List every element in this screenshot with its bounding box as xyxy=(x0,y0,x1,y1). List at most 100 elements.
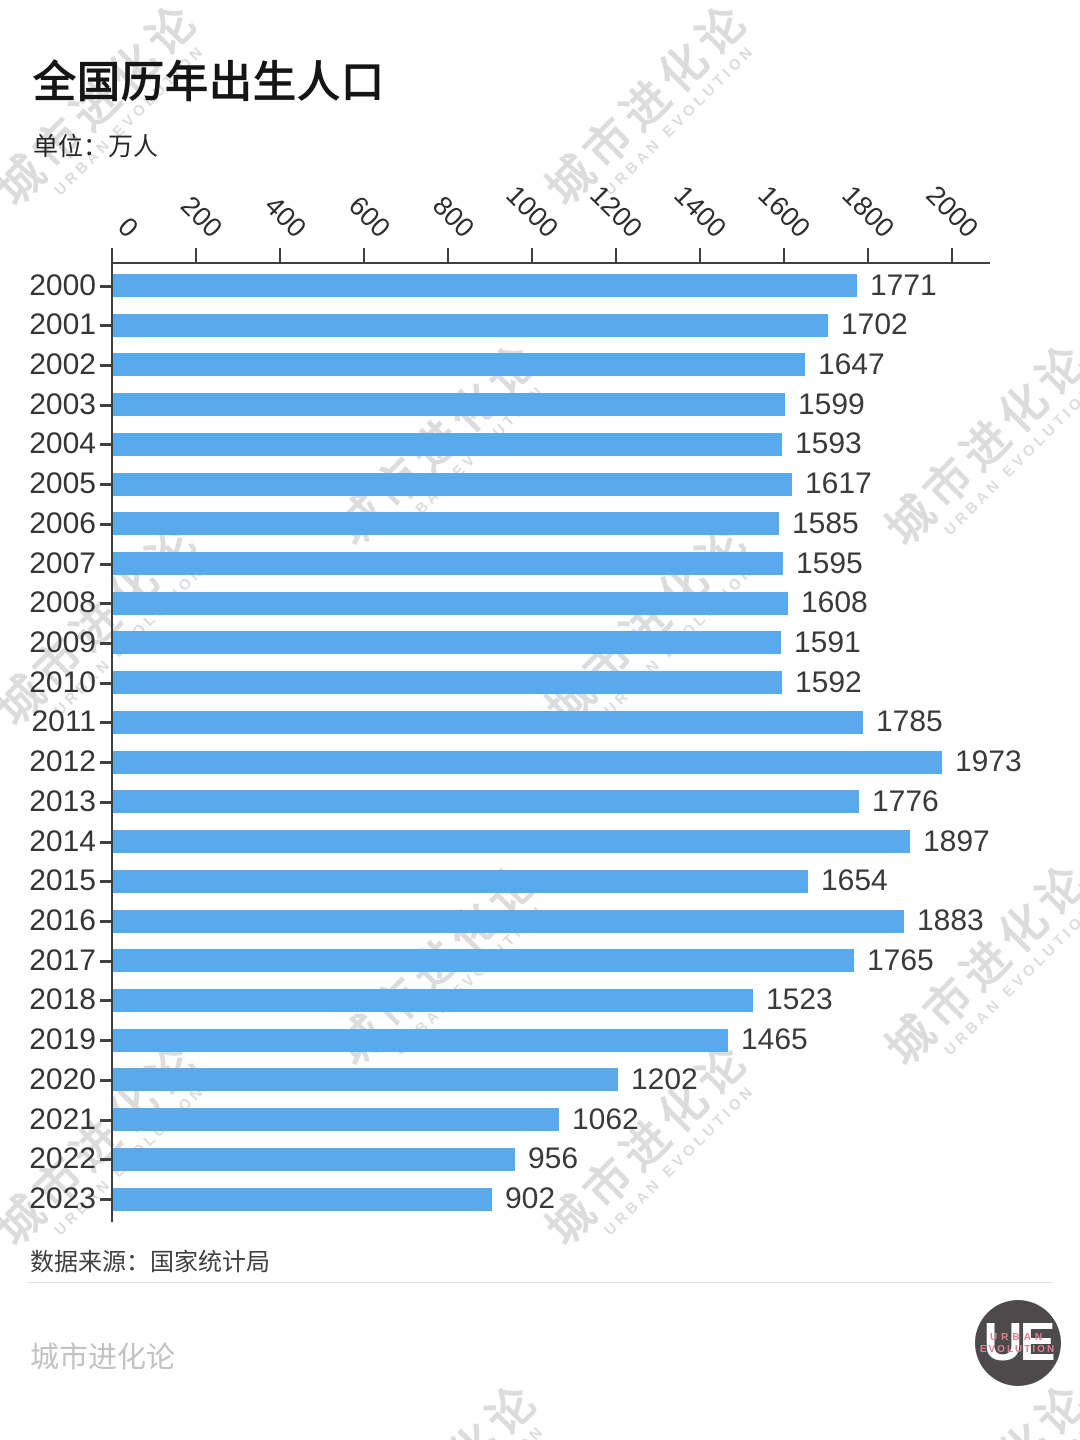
year-label: 2023 xyxy=(29,1182,96,1216)
footer-divider xyxy=(28,1282,1052,1283)
year-label: 2006 xyxy=(29,506,96,540)
value-label: 1593 xyxy=(795,427,862,461)
y-axis-tick xyxy=(100,602,111,606)
y-axis-tick xyxy=(100,641,111,645)
year-label: 2009 xyxy=(29,625,96,659)
bar xyxy=(113,1187,492,1211)
year-label: 2003 xyxy=(29,387,96,421)
year-label: 2021 xyxy=(29,1102,96,1136)
y-axis-tick xyxy=(100,800,111,804)
value-label: 1654 xyxy=(821,864,888,898)
bar xyxy=(113,393,785,417)
x-axis-tick xyxy=(363,248,365,262)
x-axis-tick-label: 1000 xyxy=(500,179,564,244)
bar xyxy=(113,313,828,337)
y-axis-tick xyxy=(100,880,111,884)
value-label: 1608 xyxy=(801,586,868,620)
unit-label: 单位：万人 xyxy=(33,133,159,161)
bar xyxy=(113,790,859,814)
x-axis-tick-label: 1400 xyxy=(668,179,732,244)
value-label: 1765 xyxy=(867,943,934,977)
x-axis-tick-label: 400 xyxy=(258,190,312,244)
value-label: 1585 xyxy=(792,506,859,540)
bar xyxy=(113,750,942,774)
y-axis-tick xyxy=(100,681,111,685)
y-axis-tick xyxy=(100,324,111,328)
year-label: 2000 xyxy=(29,268,96,302)
x-axis-tick xyxy=(699,248,701,262)
year-label: 2005 xyxy=(29,467,96,501)
brand-logo: UE URBAN EVOLUTION xyxy=(975,1300,1061,1386)
y-axis-tick xyxy=(100,284,111,288)
bar xyxy=(113,710,863,734)
y-axis-tick xyxy=(100,562,111,566)
bar xyxy=(113,353,805,377)
year-label: 2017 xyxy=(29,943,96,977)
year-label: 2001 xyxy=(29,308,96,342)
value-label: 1973 xyxy=(955,745,1022,779)
bar xyxy=(113,909,904,933)
value-label: 1595 xyxy=(796,546,863,580)
bar xyxy=(113,631,781,655)
bar xyxy=(113,274,857,297)
x-axis-tick-label: 1600 xyxy=(752,179,816,244)
bar xyxy=(113,1147,515,1171)
x-axis-tick xyxy=(195,248,197,262)
y-axis-tick xyxy=(100,959,111,963)
bar xyxy=(113,552,783,576)
x-axis-tick-label: 600 xyxy=(342,190,396,244)
value-label: 1591 xyxy=(794,625,861,659)
value-label: 1897 xyxy=(923,824,990,858)
data-source: 数据来源：国家统计局 xyxy=(30,1249,270,1276)
year-label: 2018 xyxy=(29,983,96,1017)
bar xyxy=(113,472,792,496)
bar xyxy=(113,1028,728,1052)
value-label: 1599 xyxy=(798,387,865,421)
bar xyxy=(113,671,782,695)
y-axis-tick xyxy=(100,483,111,487)
page-title: 全国历年出生人口 xyxy=(33,59,385,107)
year-label: 2004 xyxy=(29,427,96,461)
bar xyxy=(113,949,854,973)
year-label: 2011 xyxy=(31,705,96,739)
y-axis-tick xyxy=(100,1078,111,1082)
brand-name: 城市进化论 xyxy=(30,1342,176,1374)
x-axis-line xyxy=(111,262,990,264)
y-axis-tick xyxy=(100,761,111,765)
bar xyxy=(113,432,782,456)
y-axis-tick xyxy=(100,1198,111,1202)
year-label: 2012 xyxy=(29,745,96,779)
year-label: 2016 xyxy=(29,904,96,938)
bar xyxy=(113,591,788,615)
y-axis-tick xyxy=(100,403,111,407)
value-label: 1202 xyxy=(631,1062,698,1096)
y-axis-tick xyxy=(100,363,111,367)
x-axis-tick xyxy=(279,248,281,262)
value-label: 1592 xyxy=(795,665,862,699)
y-axis-tick xyxy=(100,920,111,924)
x-axis-tick-label: 0 xyxy=(112,211,144,244)
y-axis-tick xyxy=(100,999,111,1003)
y-axis-tick xyxy=(100,1158,111,1162)
bar xyxy=(113,1068,618,1092)
x-axis-tick-label: 200 xyxy=(174,190,228,244)
value-label: 1771 xyxy=(870,268,937,302)
y-axis-line xyxy=(111,262,113,1222)
value-label: 1702 xyxy=(841,308,908,342)
value-label: 1062 xyxy=(572,1102,639,1136)
logo-text-urban: URBAN xyxy=(989,1332,1047,1343)
logo-monogram: UE xyxy=(983,1312,1055,1372)
bar xyxy=(113,869,808,893)
year-label: 2010 xyxy=(29,665,96,699)
x-axis-tick xyxy=(531,248,533,262)
bar xyxy=(113,512,779,536)
year-label: 2022 xyxy=(29,1142,96,1176)
x-axis-tick xyxy=(867,248,869,262)
year-label: 2008 xyxy=(29,586,96,620)
x-axis-tick-label: 1200 xyxy=(584,179,648,244)
value-label: 1465 xyxy=(741,1023,808,1057)
year-label: 2007 xyxy=(29,546,96,580)
value-label: 1523 xyxy=(766,983,833,1017)
year-label: 2013 xyxy=(29,784,96,818)
